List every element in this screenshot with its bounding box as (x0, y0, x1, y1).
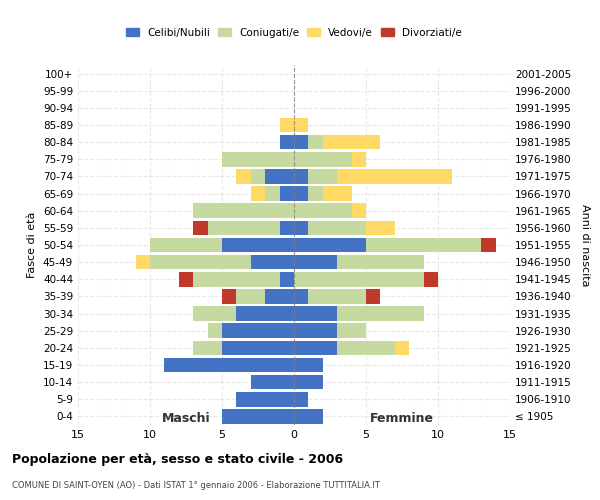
Bar (323, 186, 352, 201)
Bar (424, 272, 438, 286)
Bar (294, 272, 424, 286)
Bar (208, 220, 280, 235)
Bar (294, 152, 352, 166)
Bar (308, 220, 366, 235)
Legend: Celibi/Nubili, Coniugati/e, Vedovi/e, Divorziati/e: Celibi/Nubili, Coniugati/e, Vedovi/e, Di… (122, 24, 466, 42)
Bar (294, 340, 337, 355)
Bar (251, 375, 294, 390)
Bar (294, 255, 337, 270)
Bar (294, 358, 323, 372)
Bar (337, 306, 424, 321)
Bar (352, 152, 366, 166)
Bar (481, 238, 496, 252)
Text: Femmine: Femmine (370, 412, 434, 425)
Bar (308, 169, 337, 184)
Bar (222, 340, 294, 355)
Bar (236, 306, 294, 321)
Bar (265, 289, 294, 304)
Bar (294, 186, 308, 201)
Bar (337, 324, 366, 338)
Bar (236, 169, 251, 184)
Bar (222, 409, 294, 424)
Bar (193, 272, 280, 286)
Bar (179, 272, 193, 286)
Bar (294, 289, 308, 304)
Bar (308, 135, 323, 150)
Bar (236, 392, 294, 406)
Bar (294, 169, 308, 184)
Bar (193, 306, 236, 321)
Bar (337, 255, 424, 270)
Bar (294, 204, 352, 218)
Bar (193, 340, 222, 355)
Bar (395, 340, 409, 355)
Bar (164, 358, 294, 372)
Bar (280, 118, 294, 132)
Bar (236, 289, 265, 304)
Bar (294, 220, 308, 235)
Bar (222, 152, 294, 166)
Bar (222, 324, 294, 338)
Bar (222, 289, 236, 304)
Bar (280, 135, 294, 150)
Bar (251, 186, 265, 201)
Bar (193, 204, 294, 218)
Bar (150, 255, 251, 270)
Text: Maschi: Maschi (161, 412, 211, 425)
Text: COMUNE DI SAINT-OYEN (AO) - Dati ISTAT 1° gennaio 2006 - Elaborazione TUTTITALIA: COMUNE DI SAINT-OYEN (AO) - Dati ISTAT 1… (12, 481, 380, 490)
Bar (251, 169, 265, 184)
Bar (222, 238, 294, 252)
Bar (308, 186, 323, 201)
Bar (265, 186, 280, 201)
Bar (280, 272, 294, 286)
Bar (366, 289, 380, 304)
Bar (294, 375, 323, 390)
Bar (294, 238, 366, 252)
Bar (366, 238, 481, 252)
Bar (337, 340, 395, 355)
Bar (280, 186, 294, 201)
Bar (294, 324, 337, 338)
Bar (366, 220, 395, 235)
Bar (280, 220, 294, 235)
Y-axis label: Fasce di età: Fasce di età (28, 212, 37, 278)
Bar (294, 118, 308, 132)
Text: Popolazione per età, sesso e stato civile - 2006: Popolazione per età, sesso e stato civil… (12, 452, 343, 466)
Bar (294, 392, 308, 406)
Bar (150, 238, 222, 252)
Y-axis label: Anni di nascita: Anni di nascita (580, 204, 590, 286)
Bar (208, 324, 222, 338)
Bar (323, 135, 380, 150)
Bar (251, 255, 294, 270)
Bar (294, 306, 337, 321)
Bar (294, 135, 308, 150)
Bar (136, 255, 150, 270)
Bar (352, 204, 366, 218)
Bar (308, 289, 366, 304)
Bar (294, 409, 323, 424)
Bar (193, 220, 208, 235)
Bar (337, 169, 452, 184)
Bar (265, 169, 294, 184)
